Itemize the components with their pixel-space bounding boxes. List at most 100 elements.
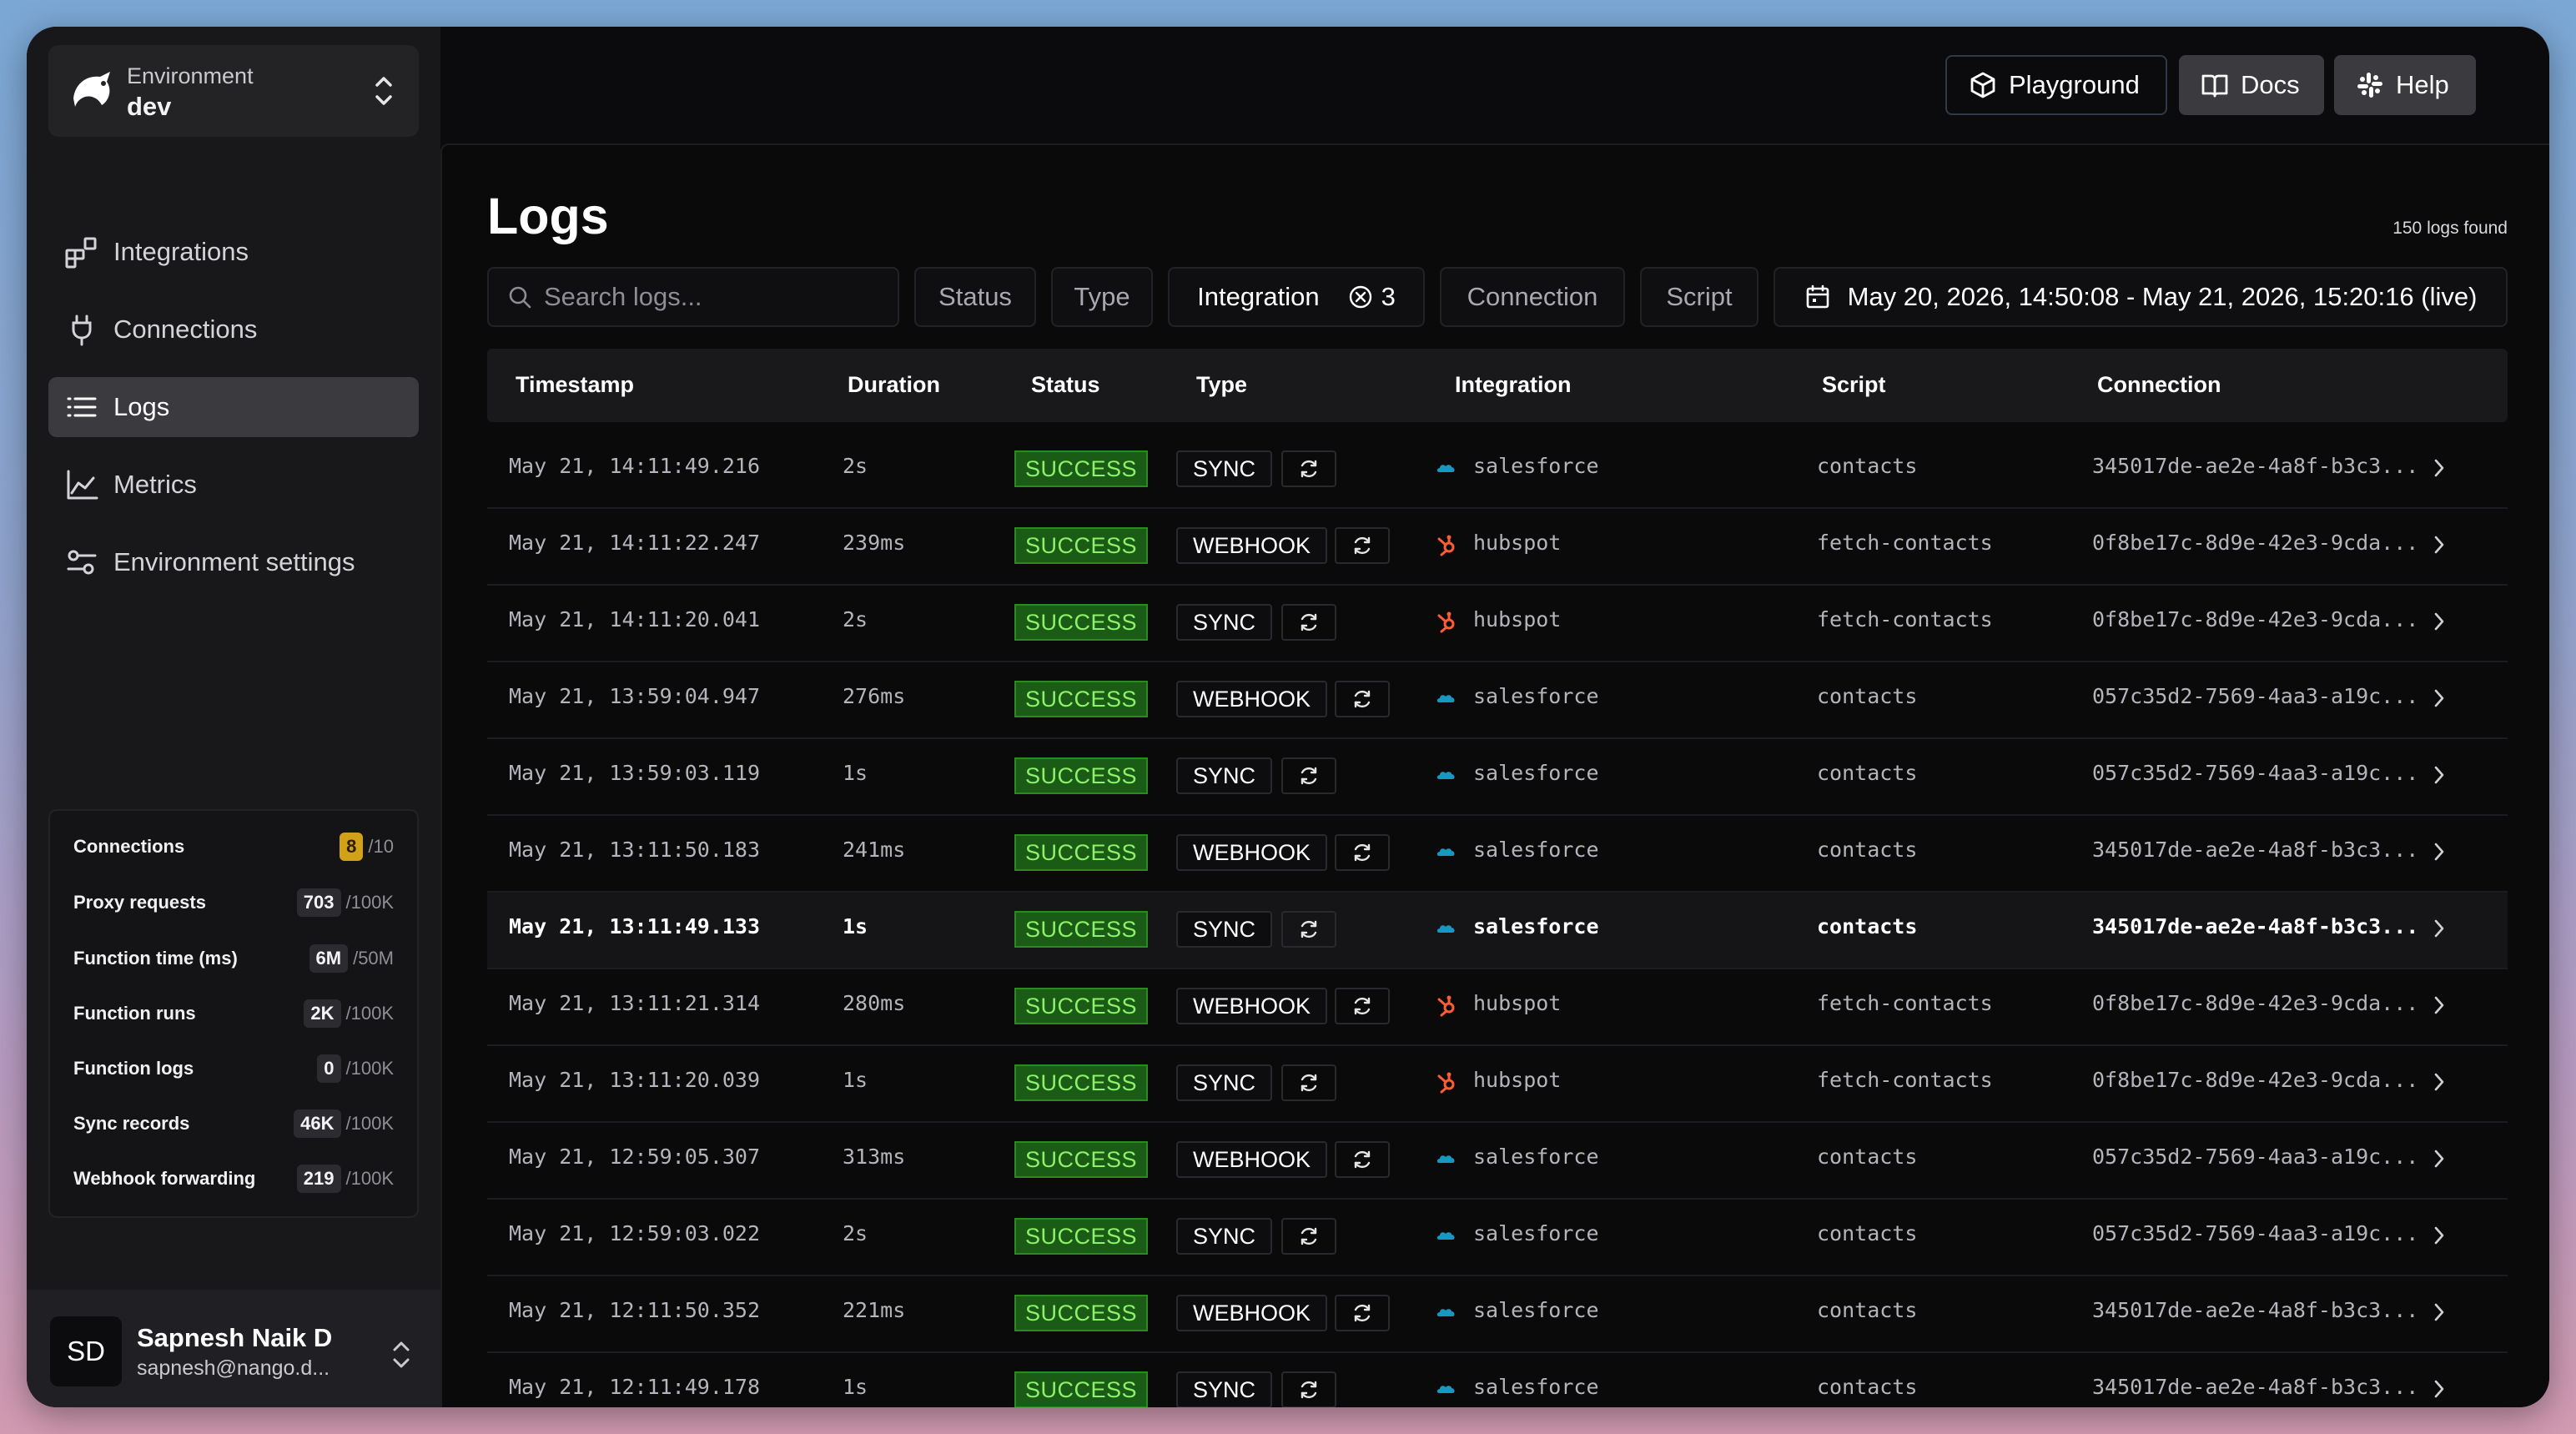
usage-row-function-runs: Function runs 2K/100K — [50, 996, 417, 1029]
column-header-timestamp[interactable]: Timestamp — [516, 372, 635, 397]
chevron-right-icon[interactable] — [2431, 607, 2448, 636]
chevron-right-icon[interactable] — [2431, 1298, 2448, 1326]
chevron-right-icon[interactable] — [2431, 454, 2448, 482]
playground-button[interactable]: Playground — [1945, 55, 2167, 115]
environment-switcher[interactable]: Environment dev — [48, 45, 419, 137]
table-row[interactable]: May 21, 13:59:03.119 1s SUCCESS SYNC salesfo… — [487, 739, 2508, 816]
status-badge: SUCCESS — [1014, 450, 1148, 487]
column-header-duration[interactable]: Duration — [848, 372, 940, 397]
refresh-icon[interactable] — [1335, 681, 1390, 717]
refresh-icon[interactable] — [1335, 834, 1390, 871]
refresh-icon[interactable] — [1335, 988, 1390, 1024]
usage-value: 0 — [317, 1054, 341, 1083]
column-header-type[interactable]: Type — [1196, 372, 1248, 397]
cell-integration: salesforce — [1473, 761, 1599, 785]
filter-bar: Status Type Integration 3 Connection Scr… — [487, 267, 2508, 327]
chevron-right-icon[interactable] — [2431, 838, 2448, 866]
cell-integration: hubspot — [1473, 607, 1562, 631]
sidebar-item-metrics[interactable]: Metrics — [48, 455, 419, 515]
table-row[interactable]: May 21, 12:11:49.178 1s SUCCESS SYNC salesfo… — [487, 1353, 2508, 1407]
table-row[interactable]: May 21, 13:11:49.133 1s SUCCESS SYNC salesfo… — [487, 893, 2508, 969]
usage-row-proxy-requests: Proxy requests 703/100K — [50, 885, 417, 918]
type-filter[interactable]: Type — [1051, 267, 1153, 327]
chevron-right-icon[interactable] — [2431, 1068, 2448, 1096]
clear-circle-icon[interactable] — [1348, 284, 1373, 309]
usage-row-connections: Connections 8/10 — [50, 829, 417, 863]
refresh-icon[interactable] — [1281, 911, 1336, 948]
salesforce-icon — [1435, 687, 1458, 711]
cell-script: contacts — [1817, 454, 1918, 478]
cell-script: contacts — [1817, 1375, 1918, 1399]
user-email: sapnesh@nango.d... — [137, 1356, 330, 1380]
status-badge: SUCCESS — [1014, 834, 1148, 871]
sidebar-item-connections[interactable]: Connections — [48, 299, 419, 360]
table-row[interactable]: May 21, 12:59:03.022 2s SUCCESS SYNC salesfo… — [487, 1200, 2508, 1276]
chevron-right-icon[interactable] — [2431, 1375, 2448, 1403]
script-filter[interactable]: Script — [1640, 267, 1758, 327]
cell-timestamp: May 21, 13:11:49.133 — [509, 914, 761, 938]
cell-timestamp: May 21, 12:59:03.022 — [509, 1221, 761, 1245]
table-row[interactable]: May 21, 13:59:04.947 276ms SUCCESS WEBHOOK s… — [487, 662, 2508, 739]
table-row[interactable]: May 21, 13:11:21.314 280ms SUCCESS WEBHOOK h… — [487, 969, 2508, 1046]
table-row[interactable]: May 21, 14:11:22.247 239ms SUCCESS WEBHOOK h… — [487, 509, 2508, 586]
date-range-picker[interactable]: May 20, 2026, 14:50:08 - May 21, 2026, 1… — [1774, 267, 2508, 327]
docs-button[interactable]: Docs — [2179, 55, 2324, 115]
salesforce-icon — [1435, 1378, 1458, 1401]
type-badge: WEBHOOK — [1176, 527, 1328, 564]
refresh-icon[interactable] — [1281, 604, 1336, 641]
refresh-icon[interactable] — [1335, 1295, 1390, 1331]
chevron-up-down-icon — [375, 77, 392, 105]
usage-row-sync-records: Sync records 46K/100K — [50, 1106, 417, 1140]
search-input[interactable] — [542, 281, 879, 313]
status-filter[interactable]: Status — [914, 267, 1036, 327]
user-menu[interactable]: SD Sapnesh Naik D sapnesh@nango.d... — [27, 1290, 440, 1407]
chevron-right-icon[interactable] — [2431, 1145, 2448, 1173]
column-header-integration[interactable]: Integration — [1455, 372, 1572, 397]
column-header-status[interactable]: Status — [1031, 372, 1100, 397]
chevron-right-icon[interactable] — [2431, 1221, 2448, 1250]
refresh-icon[interactable] — [1335, 1141, 1390, 1178]
usage-row-function-logs: Function logs 0/100K — [50, 1051, 417, 1084]
table-row[interactable]: May 21, 13:11:50.183 241ms SUCCESS WEBHOOK s… — [487, 816, 2508, 893]
integration-filter[interactable]: Integration 3 — [1168, 267, 1425, 327]
sidebar-item-integrations[interactable]: Integrations — [48, 222, 419, 282]
sidebar-item-label: Integrations — [113, 237, 249, 266]
chevron-right-icon[interactable] — [2431, 914, 2448, 943]
refresh-icon[interactable] — [1281, 1371, 1336, 1407]
table-row[interactable]: May 21, 12:11:50.352 221ms SUCCESS WEBHOOK s… — [487, 1276, 2508, 1353]
usage-limit: /100K — [345, 1168, 395, 1189]
table-row[interactable]: May 21, 14:11:49.216 2s SUCCESS SYNC salesfo… — [487, 432, 2508, 509]
column-header-connection[interactable]: Connection — [2097, 372, 2221, 397]
cell-connection: 0f8be17c-8d9e-42e3-9cda... — [2092, 607, 2419, 631]
connection-filter[interactable]: Connection — [1440, 267, 1625, 327]
playground-label: Playground — [2009, 70, 2140, 99]
sidebar-item-label: Environment settings — [113, 547, 355, 576]
chevron-right-icon[interactable] — [2431, 531, 2448, 559]
refresh-icon[interactable] — [1335, 527, 1390, 564]
refresh-icon[interactable] — [1281, 1064, 1336, 1101]
cell-connection: 345017de-ae2e-4a8f-b3c3... — [2092, 454, 2419, 478]
status-badge: SUCCESS — [1014, 1371, 1148, 1407]
table-row[interactable]: May 21, 13:11:20.039 1s SUCCESS SYNC hubspot… — [487, 1046, 2508, 1123]
usage-label: Webhook forwarding — [73, 1168, 256, 1189]
table-row[interactable]: May 21, 12:59:05.307 313ms SUCCESS WEBHOOK s… — [487, 1123, 2508, 1200]
refresh-icon[interactable] — [1281, 450, 1336, 487]
refresh-icon[interactable] — [1281, 757, 1336, 794]
salesforce-icon — [1435, 1301, 1458, 1325]
table-row[interactable]: May 21, 14:11:20.041 2s SUCCESS SYNC hubspot… — [487, 586, 2508, 662]
chevron-right-icon[interactable] — [2431, 991, 2448, 1019]
column-header-script[interactable]: Script — [1822, 372, 1886, 397]
usage-label: Function time (ms) — [73, 948, 238, 969]
refresh-icon[interactable] — [1281, 1218, 1336, 1255]
usage-value: 219 — [296, 1165, 341, 1193]
type-badge: WEBHOOK — [1176, 988, 1328, 1024]
usage-value: 2K — [304, 999, 341, 1028]
chevron-right-icon[interactable] — [2431, 684, 2448, 712]
help-button[interactable]: Help — [2334, 55, 2476, 115]
cell-timestamp: May 21, 13:59:04.947 — [509, 684, 761, 708]
search-field[interactable] — [487, 267, 899, 327]
chevron-right-icon[interactable] — [2431, 761, 2448, 789]
sidebar-item-logs[interactable]: Logs — [48, 377, 419, 437]
sidebar-item-environment-settings[interactable]: Environment settings — [48, 532, 419, 592]
logs-count: 150 logs found — [2392, 219, 2508, 238]
